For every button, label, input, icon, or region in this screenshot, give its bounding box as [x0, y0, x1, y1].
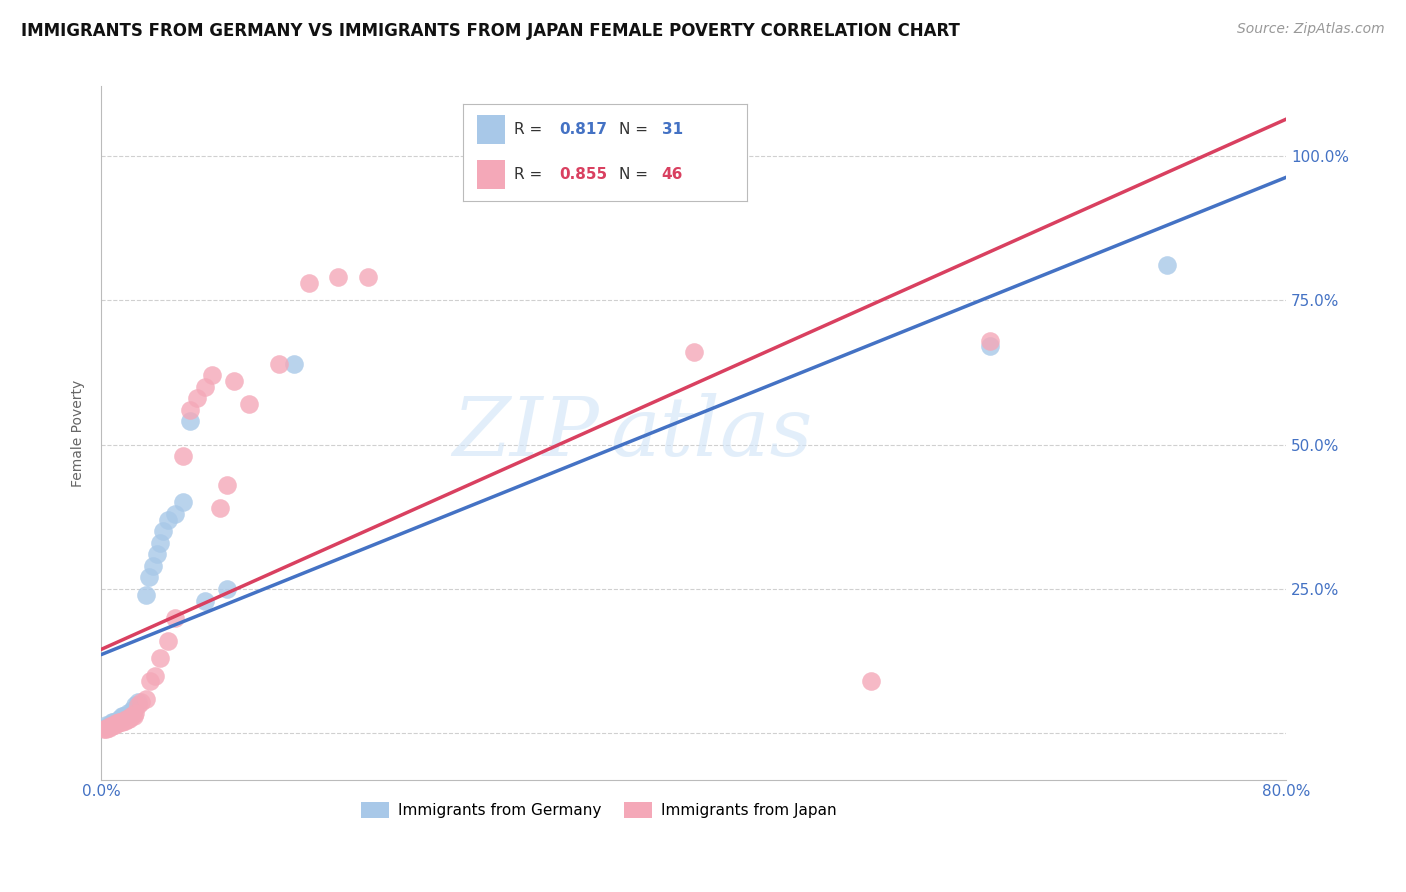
Point: [129, 695, 152, 709]
Point: [139, 674, 162, 689]
Point: [149, 535, 172, 549]
Point: [93, 722, 115, 736]
Point: [98, 719, 121, 733]
Point: [105, 716, 128, 731]
Point: [224, 374, 246, 388]
Point: [146, 547, 169, 561]
Point: [217, 582, 239, 596]
Point: [117, 712, 139, 726]
Point: [152, 524, 174, 539]
Point: [194, 593, 217, 607]
Point: [97, 717, 120, 731]
Point: [121, 703, 143, 717]
Point: [179, 414, 201, 428]
Point: [165, 507, 187, 521]
Legend: Immigrants from Germany, Immigrants from Japan: Immigrants from Germany, Immigrants from…: [356, 796, 842, 824]
Point: [103, 717, 125, 731]
Text: ZIP: ZIP: [451, 393, 599, 473]
Point: [127, 695, 149, 709]
Point: [105, 714, 128, 729]
Point: [127, 698, 149, 712]
Point: [114, 709, 136, 723]
Point: [979, 334, 1001, 348]
Point: [172, 495, 194, 509]
Point: [283, 357, 305, 371]
Point: [122, 709, 145, 723]
Point: [267, 357, 290, 371]
Point: [120, 706, 142, 721]
Point: [100, 719, 122, 733]
Point: [121, 709, 143, 723]
Point: [165, 611, 187, 625]
Y-axis label: Female Poverty: Female Poverty: [72, 379, 86, 487]
Point: [111, 714, 134, 729]
Point: [101, 717, 124, 731]
Text: Source: ZipAtlas.com: Source: ZipAtlas.com: [1237, 22, 1385, 37]
Point: [1156, 259, 1178, 273]
Point: [238, 397, 260, 411]
Point: [94, 717, 117, 731]
Point: [114, 714, 136, 728]
Point: [112, 709, 135, 723]
Point: [149, 651, 172, 665]
Point: [120, 709, 142, 723]
Point: [135, 588, 157, 602]
Point: [138, 570, 160, 584]
Point: [297, 276, 319, 290]
Point: [101, 714, 124, 729]
Point: [96, 721, 118, 735]
Point: [172, 449, 194, 463]
Point: [122, 703, 145, 717]
Point: [179, 403, 201, 417]
Point: [201, 368, 224, 383]
Point: [142, 558, 165, 573]
Point: [100, 714, 122, 729]
Point: [217, 478, 239, 492]
Point: [124, 706, 146, 721]
Point: [108, 714, 131, 729]
Point: [156, 513, 179, 527]
Point: [682, 345, 704, 359]
Point: [156, 634, 179, 648]
Point: [208, 501, 231, 516]
Point: [97, 721, 120, 735]
Point: [110, 712, 132, 726]
Text: IMMIGRANTS FROM GERMANY VS IMMIGRANTS FROM JAPAN FEMALE POVERTY CORRELATION CHAR: IMMIGRANTS FROM GERMANY VS IMMIGRANTS FR…: [21, 22, 960, 40]
Point: [860, 674, 883, 689]
Point: [143, 668, 166, 682]
Point: [135, 691, 157, 706]
Point: [124, 698, 146, 712]
Point: [118, 712, 141, 726]
Point: [107, 716, 129, 731]
Text: atlas: atlas: [610, 393, 813, 473]
Point: [111, 709, 134, 723]
Point: [117, 706, 139, 721]
Point: [115, 712, 138, 726]
Point: [108, 712, 131, 726]
Point: [979, 339, 1001, 353]
Point: [328, 270, 350, 285]
Point: [357, 270, 380, 285]
Point: [112, 714, 135, 728]
Point: [94, 722, 117, 736]
Point: [194, 380, 217, 394]
Point: [186, 392, 208, 406]
Point: [110, 714, 132, 729]
